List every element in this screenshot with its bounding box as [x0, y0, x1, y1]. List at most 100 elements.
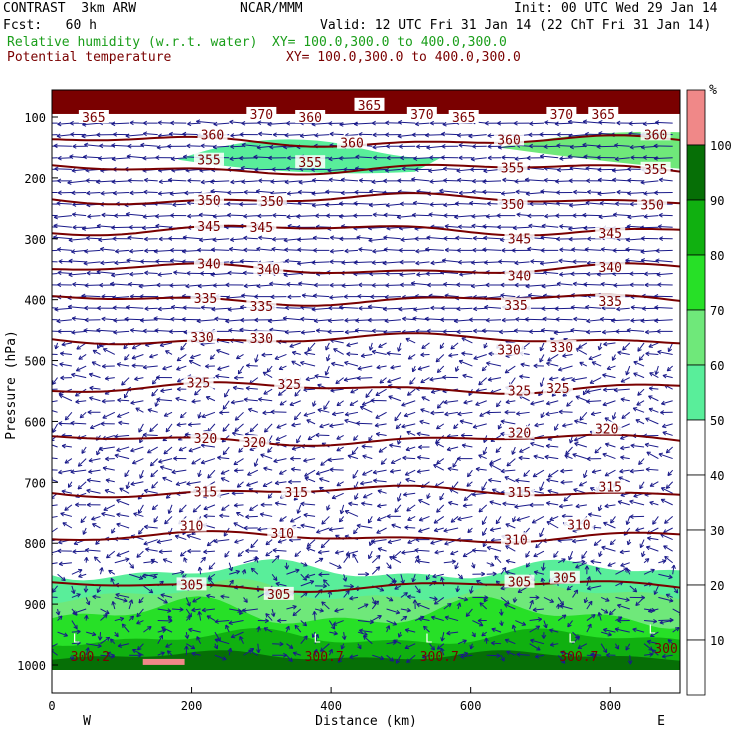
wind-vector	[334, 550, 344, 555]
wind-vector	[303, 512, 316, 518]
wind-vector	[530, 400, 545, 406]
wind-vector	[200, 143, 215, 149]
wind-vector	[286, 120, 301, 126]
wind-vector	[225, 282, 244, 288]
wind-vector	[138, 597, 144, 604]
wind-vector	[662, 373, 673, 379]
wind-vector	[130, 400, 144, 405]
wind-vector	[236, 481, 244, 488]
wind-vector	[579, 361, 588, 367]
wind-vector	[86, 190, 101, 196]
wind-vector	[208, 562, 216, 570]
wind-vector	[98, 237, 115, 243]
wind-vector	[341, 283, 358, 289]
wind-vector	[284, 179, 301, 185]
wind-vector	[267, 492, 273, 499]
theta-label: 310	[504, 533, 527, 548]
wind-vector	[655, 120, 673, 125]
wind-vector	[69, 120, 87, 126]
wind-vector	[99, 567, 104, 575]
wind-vector	[625, 365, 631, 376]
wind-vector	[171, 469, 187, 475]
wind-vector	[638, 354, 645, 361]
wind-vector	[457, 224, 473, 230]
wind-vector	[458, 651, 469, 657]
wind-vector	[543, 620, 548, 629]
wind-vector	[499, 329, 516, 335]
wind-vector	[555, 213, 573, 219]
wind-vector	[286, 568, 300, 575]
wind-vector	[284, 329, 301, 335]
theta-label-bg	[494, 342, 525, 356]
wind-vector	[83, 585, 89, 593]
wind-vector	[314, 373, 330, 379]
wind-vector	[155, 259, 173, 264]
theta-label-bg	[246, 219, 277, 233]
wind-vector	[568, 236, 587, 242]
wind-vector	[112, 305, 130, 311]
wind-vector	[175, 481, 187, 487]
wind-vector	[625, 516, 631, 526]
wind-vector	[178, 504, 187, 513]
wind-vector	[58, 421, 72, 426]
wind-vector	[501, 317, 516, 323]
wind-vector	[85, 597, 91, 606]
wind-vector	[439, 493, 445, 501]
theta-label-bg	[176, 518, 207, 532]
wind-vector	[585, 200, 602, 206]
wind-vector	[128, 599, 134, 610]
wind-vector	[52, 363, 58, 367]
wind-vector	[256, 246, 273, 252]
wind-vector	[639, 539, 645, 549]
wind-vector	[157, 306, 173, 312]
wind-vector	[386, 654, 395, 662]
wind-vector	[230, 631, 244, 639]
wind-vector	[482, 247, 502, 253]
wind-vector	[293, 411, 302, 421]
wind-vector	[630, 305, 645, 310]
wind-vector	[194, 388, 201, 396]
wind-vector	[433, 527, 444, 533]
wind-vector	[393, 639, 402, 645]
wind-vector	[344, 248, 359, 254]
wind-vector	[184, 645, 189, 656]
wind-vector	[159, 465, 173, 471]
wind-vector	[163, 446, 173, 455]
wind-vector	[473, 353, 487, 360]
wind-vector	[417, 365, 430, 371]
wind-vector	[377, 503, 387, 509]
wind-vector	[256, 283, 273, 289]
wind-vector	[257, 213, 273, 219]
wind-vector	[75, 399, 87, 404]
theta-label: 315	[598, 481, 621, 496]
wind-vector	[604, 469, 616, 477]
wind-vector	[112, 236, 130, 242]
wind-vector	[374, 422, 387, 428]
wind-vector	[390, 364, 401, 370]
wind-vector	[84, 248, 101, 254]
wind-vector	[265, 539, 273, 546]
wind-vector	[441, 258, 459, 263]
wind-vector	[481, 328, 502, 334]
theta-label-bg	[504, 383, 535, 397]
wind-vector	[639, 481, 645, 490]
wind-vector	[111, 225, 130, 230]
wind-vector	[500, 282, 516, 288]
wind-vector	[72, 212, 87, 217]
wind-vector	[529, 599, 534, 610]
wind-vector	[397, 631, 403, 638]
wind-vector	[465, 608, 473, 617]
wind-vector	[162, 476, 173, 483]
wind-vector	[430, 539, 444, 545]
wind-vector	[385, 283, 401, 288]
wind-vector	[456, 248, 473, 253]
wind-vector	[219, 410, 230, 415]
surface-theta-label: 300.7	[305, 650, 344, 665]
wind-vector	[386, 351, 401, 356]
wind-vector	[353, 213, 373, 219]
wind-vector	[239, 608, 244, 616]
wind-vector	[383, 247, 401, 252]
wind-vector	[344, 418, 359, 425]
wind-vector	[547, 354, 559, 362]
wind-vector	[349, 654, 359, 659]
